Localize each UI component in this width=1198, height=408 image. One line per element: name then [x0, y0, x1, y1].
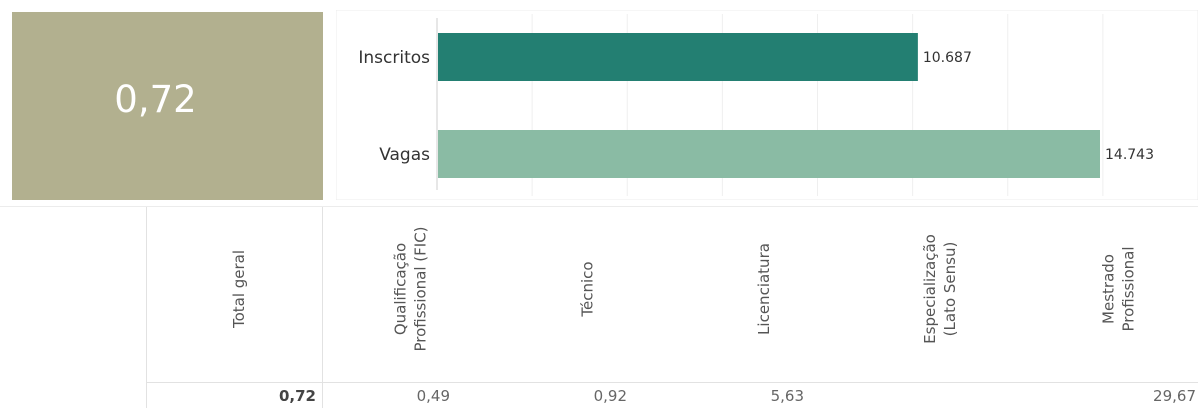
table-cell: 5,63: [770, 387, 804, 405]
ratio-table: Total geral 0,72 Qualificação Profissional …: [0, 206, 1198, 408]
column-header: Qualificação Profissional (FIC): [391, 226, 430, 352]
column-header: Especialização (Lato Sensu): [920, 234, 959, 344]
kpi-value: 0,72: [114, 77, 197, 121]
row-divider: [146, 382, 1198, 383]
table-cell: 0,92: [593, 387, 627, 405]
bar-value-label: 14.743: [1105, 147, 1154, 163]
column-header: Técnico: [578, 261, 597, 317]
column-header: Mestrado Profissional: [1099, 246, 1138, 332]
column-header: Total geral: [230, 249, 249, 329]
table-cell: 29,67: [1153, 387, 1196, 405]
column-divider: [322, 207, 323, 408]
table-cell: 0,72: [278, 387, 316, 405]
category-label: Inscritos: [358, 48, 430, 68]
bar-chart: Inscritos 10.687 Vagas 14.743: [336, 10, 1198, 200]
column-header: Licenciatura: [754, 243, 773, 335]
category-label: Vagas: [379, 145, 430, 165]
bar-vagas: [438, 130, 1100, 178]
column-divider: [146, 207, 147, 408]
bar-value-label: 10.687: [923, 50, 972, 66]
bar-inscritos: [438, 33, 918, 81]
kpi-card: 0,72: [12, 12, 323, 200]
chart-marks: Inscritos 10.687 Vagas 14.743: [358, 33, 1154, 178]
table-cell: 0,49: [416, 387, 450, 405]
